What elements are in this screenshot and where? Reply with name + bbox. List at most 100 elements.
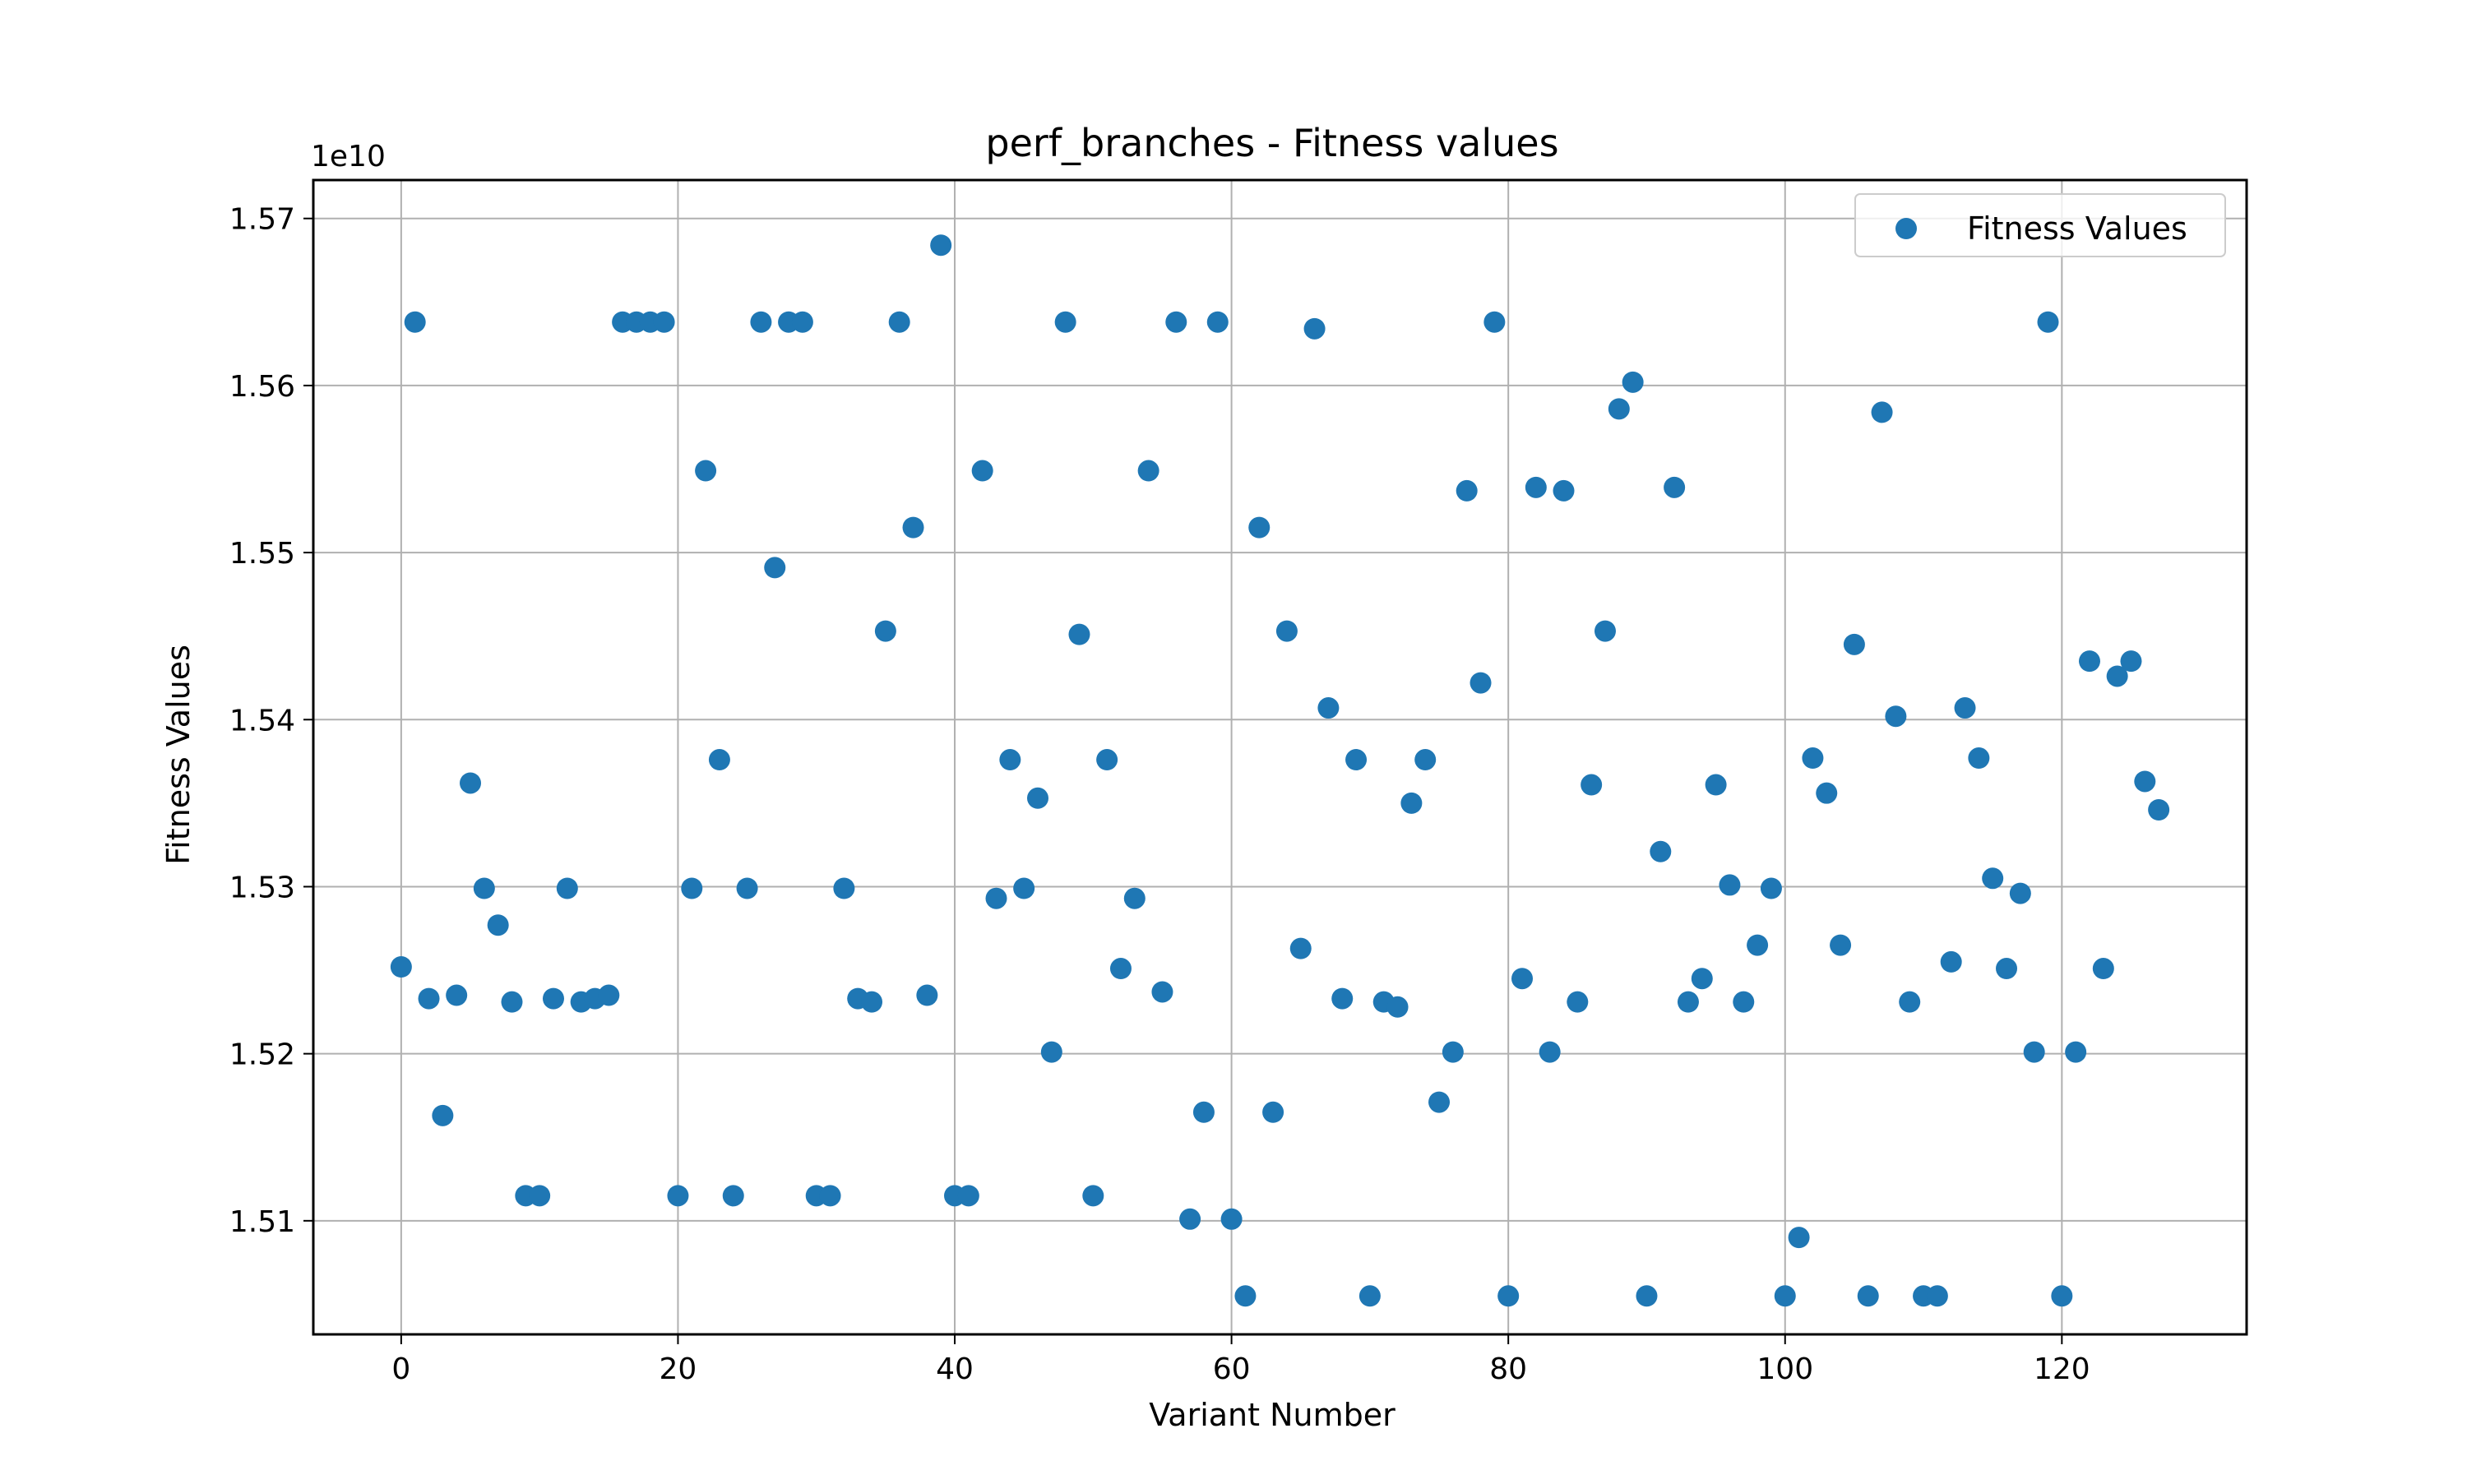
data-point bbox=[1013, 877, 1035, 899]
data-point bbox=[791, 311, 813, 333]
data-point bbox=[2051, 1285, 2073, 1307]
data-point bbox=[1636, 1285, 1658, 1307]
data-point bbox=[1220, 1208, 1243, 1230]
data-point bbox=[1553, 479, 1575, 502]
legend: Fitness Values bbox=[1854, 193, 2226, 257]
data-point bbox=[432, 1104, 454, 1126]
data-point bbox=[1982, 867, 2004, 890]
y-tick-label: 1.54 bbox=[229, 704, 295, 737]
data-point bbox=[1026, 787, 1048, 809]
data-point bbox=[1899, 991, 1921, 1013]
data-point bbox=[819, 1185, 841, 1207]
data-point bbox=[1428, 1091, 1451, 1113]
x-tick-label: 0 bbox=[391, 1352, 410, 1386]
data-point bbox=[695, 460, 717, 482]
data-point bbox=[957, 1185, 979, 1207]
data-point bbox=[598, 984, 620, 1006]
data-point bbox=[1262, 1101, 1284, 1123]
data-point bbox=[418, 987, 440, 1010]
data-point bbox=[1857, 1285, 1879, 1307]
data-point bbox=[1096, 749, 1118, 771]
data-point bbox=[1760, 877, 1782, 899]
data-point bbox=[1248, 516, 1271, 539]
data-point bbox=[1871, 401, 1893, 423]
data-point bbox=[2092, 958, 2114, 980]
data-point bbox=[2023, 1041, 2045, 1063]
legend-label: Fitness Values bbox=[1967, 210, 2187, 247]
data-point bbox=[460, 772, 482, 794]
data-point bbox=[1594, 620, 1616, 642]
data-point bbox=[529, 1185, 551, 1207]
data-point bbox=[902, 516, 924, 539]
data-point bbox=[1677, 991, 1699, 1013]
data-point bbox=[1885, 705, 1907, 728]
data-point bbox=[1040, 1041, 1062, 1063]
y-tick-label: 1.56 bbox=[229, 370, 295, 404]
data-point bbox=[888, 311, 910, 333]
data-point bbox=[446, 984, 468, 1006]
y-tick-label: 1.51 bbox=[229, 1205, 295, 1239]
data-point bbox=[681, 877, 703, 899]
data-point bbox=[1650, 840, 1672, 862]
data-point bbox=[1926, 1285, 1948, 1307]
data-points bbox=[390, 234, 2170, 1307]
data-point bbox=[1622, 371, 1644, 393]
data-point bbox=[1940, 950, 1962, 973]
data-point bbox=[1234, 1285, 1257, 1307]
data-point bbox=[1774, 1285, 1796, 1307]
x-tick-label: 20 bbox=[660, 1352, 697, 1386]
data-point bbox=[1996, 958, 2018, 980]
x-axis-ticks: 0 20 40 60 80 100 120 bbox=[391, 1334, 2090, 1386]
data-point bbox=[1802, 747, 1824, 770]
data-point bbox=[1109, 958, 1132, 980]
legend-frame bbox=[1854, 193, 2226, 257]
chart-title: perf_branches - Fitness values bbox=[985, 121, 1558, 165]
data-point bbox=[2037, 311, 2059, 333]
data-point bbox=[1539, 1041, 1561, 1063]
data-point bbox=[1442, 1041, 1464, 1063]
data-point bbox=[1179, 1208, 1201, 1230]
data-point bbox=[861, 991, 883, 1013]
data-point bbox=[1525, 476, 1547, 498]
data-point bbox=[1275, 620, 1298, 642]
data-point bbox=[1747, 934, 1769, 956]
x-tick-label: 120 bbox=[2034, 1352, 2090, 1386]
data-point bbox=[653, 311, 675, 333]
data-point bbox=[1843, 633, 1865, 655]
data-point bbox=[736, 877, 758, 899]
data-point bbox=[667, 1185, 689, 1207]
data-point bbox=[833, 877, 855, 899]
data-point bbox=[556, 877, 578, 899]
data-point bbox=[1151, 981, 1173, 1003]
data-point bbox=[874, 620, 896, 642]
data-point bbox=[2009, 882, 2031, 904]
data-point bbox=[1705, 774, 1727, 796]
data-point bbox=[1719, 874, 1741, 896]
y-tick-label: 1.55 bbox=[229, 537, 295, 571]
data-point bbox=[1497, 1285, 1520, 1307]
y-axis-ticks: 1.51 1.52 1.53 1.54 1.55 1.56 1.57 bbox=[229, 203, 313, 1239]
data-point bbox=[1137, 460, 1159, 482]
data-point bbox=[930, 234, 952, 257]
data-point bbox=[501, 991, 523, 1013]
data-point bbox=[1414, 749, 1437, 771]
data-point bbox=[985, 887, 1007, 909]
data-point bbox=[1303, 317, 1326, 340]
data-point bbox=[542, 987, 564, 1010]
data-point bbox=[473, 877, 495, 899]
data-point bbox=[1968, 747, 1990, 770]
grid bbox=[313, 180, 2247, 1334]
data-point bbox=[390, 955, 412, 978]
y-tick-label: 1.53 bbox=[229, 871, 295, 904]
data-point bbox=[708, 749, 730, 771]
y-axis-offset-label: 1e10 bbox=[311, 140, 386, 173]
data-point bbox=[1581, 774, 1603, 796]
data-point bbox=[1470, 672, 1492, 694]
data-point bbox=[404, 311, 426, 333]
data-point bbox=[1289, 937, 1312, 959]
data-point bbox=[1816, 782, 1838, 804]
data-point bbox=[2134, 770, 2156, 793]
x-tick-label: 40 bbox=[936, 1352, 974, 1386]
data-point bbox=[1733, 991, 1755, 1013]
